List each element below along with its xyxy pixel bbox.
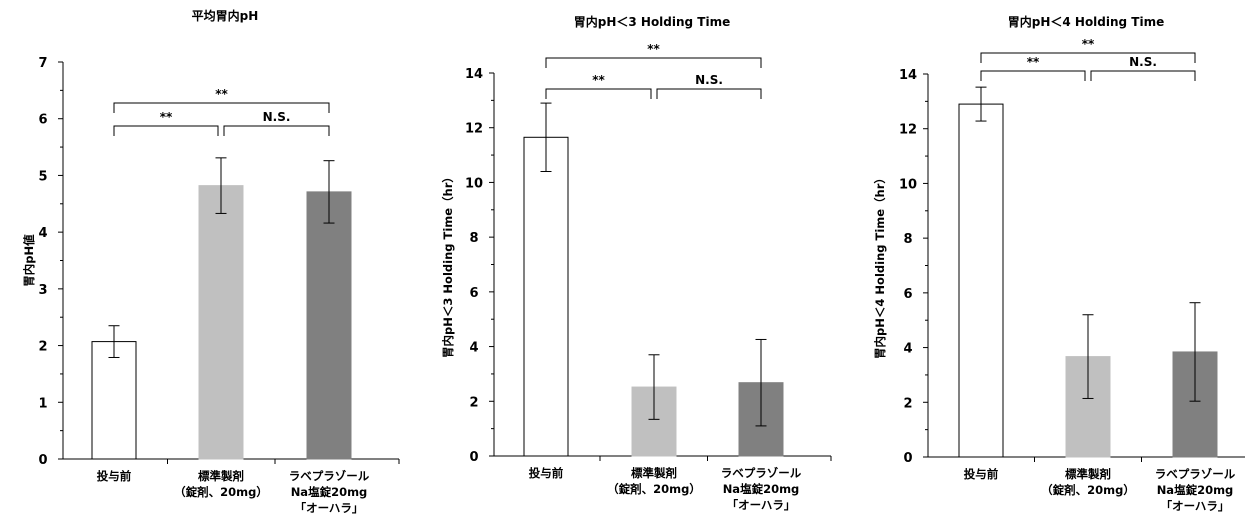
category-label-3: Na塩錠20mg — [291, 485, 368, 499]
category-label-3: ラベプラゾール — [1155, 467, 1236, 481]
y-tick-label: 0 — [903, 451, 912, 466]
y-axis-label: 胃内pH値 — [22, 234, 36, 287]
category-label-3: ラベプラゾール — [289, 469, 370, 483]
y-tick-label: 6 — [469, 286, 478, 301]
significance-label: ** — [1082, 37, 1095, 51]
significance-bracket-2: N.S. — [656, 73, 762, 99]
bracket-line — [656, 88, 762, 99]
bracket-line — [980, 70, 1086, 81]
chart-title: 胃内pH＜3 Holding Time — [574, 14, 731, 29]
significance-label: ** — [1027, 55, 1040, 69]
y-tick-label: 5 — [38, 169, 47, 184]
chart-title: 胃内pH＜4 Holding Time — [1008, 14, 1165, 29]
chart-panel-3: 胃内pH＜4 Holding Time 胃内pH＜4 Holding Time（h… — [873, 14, 1245, 513]
significance-bracket-1: ** — [980, 55, 1086, 81]
y-tick-label: 2 — [469, 395, 478, 410]
y-axis-label: 胃内pH＜4 Holding Time（hr） — [873, 172, 887, 359]
y-tick-label: 4 — [469, 341, 478, 356]
significance-label: ** — [592, 73, 605, 87]
chart-title: 平均胃内pH — [192, 8, 259, 23]
significance-label: N.S. — [695, 73, 723, 87]
y-tick-label: 1 — [38, 396, 47, 411]
bracket-line — [113, 102, 330, 113]
y-tick-label: 10 — [899, 177, 917, 192]
y-tick-label: 6 — [38, 113, 47, 128]
bar-3 — [306, 191, 352, 460]
chart-panel-1: 平均胃内pH 胃内pH値 0 1 2 3 4 5 6 7 投与前 標準製剤 （錠剤、20mg） ラベプラゾ… — [22, 8, 400, 515]
y-tick-label: 8 — [469, 231, 478, 246]
significance-bracket-1: ** — [113, 110, 219, 136]
y-tick-label: 14 — [465, 67, 483, 82]
category-label-3: Na塩錠20mg — [723, 482, 800, 496]
bracket-line — [545, 57, 762, 68]
y-axis-label: 胃内pH＜3 Holding Time（hr） — [441, 171, 455, 358]
y-tick-label: 14 — [899, 68, 917, 83]
category-label-2: 標準製剤 — [1065, 467, 1111, 481]
significance-bracket-3: ** — [113, 87, 330, 113]
category-label-1: 投与前 — [529, 466, 564, 480]
y-tick-label: 6 — [903, 287, 912, 302]
significance-bracket-3: ** — [545, 42, 762, 68]
category-label-3: 「オーハラ」 — [295, 501, 364, 515]
significance-label: ** — [647, 42, 660, 56]
category-label-2: 標準製剤 — [631, 466, 677, 480]
y-tick-label: 4 — [38, 226, 47, 241]
category-label-1: 投与前 — [97, 469, 132, 483]
significance-bracket-2: N.S. — [223, 110, 330, 136]
category-label-2: 標準製剤 — [198, 469, 244, 483]
y-tick-label: 2 — [38, 340, 47, 355]
bar-2 — [198, 185, 244, 460]
category-label-3: 「オーハラ」 — [1161, 499, 1230, 513]
bar-1 — [958, 103, 1004, 458]
y-tick-label: 12 — [899, 123, 917, 138]
significance-bracket-3: ** — [980, 37, 1196, 63]
y-tick-label: 0 — [469, 450, 478, 465]
y-tick-label: 4 — [903, 342, 912, 357]
bracket-line — [980, 52, 1196, 63]
category-label-3: 「オーハラ」 — [727, 498, 796, 512]
chart-panel-2: 胃内pH＜3 Holding Time 胃内pH＜3 Holding Time（h… — [441, 14, 832, 512]
significance-bracket-1: ** — [545, 73, 652, 99]
category-label-1: 投与前 — [964, 467, 999, 481]
significance-bracket-2: N.S. — [1090, 55, 1196, 81]
y-tick-label: 3 — [38, 283, 47, 298]
significance-label: N.S. — [1129, 55, 1157, 69]
bar-2 — [631, 386, 677, 457]
y-tick-label: 10 — [465, 176, 483, 191]
bracket-line — [113, 125, 219, 136]
y-tick-label: 0 — [38, 453, 47, 468]
category-label-2: （錠剤、20mg） — [1041, 483, 1135, 497]
category-label-3: Na塩錠20mg — [1157, 483, 1234, 497]
y-tick-label: 7 — [38, 56, 47, 71]
category-label-2: （錠剤、20mg） — [174, 485, 268, 499]
bracket-line — [1090, 70, 1196, 81]
significance-label: ** — [215, 87, 228, 101]
category-label-3: ラベプラゾール — [721, 466, 802, 480]
bracket-line — [223, 125, 330, 136]
bracket-line — [545, 88, 652, 99]
y-tick-label: 2 — [903, 396, 912, 411]
bar-1 — [91, 341, 137, 460]
category-label-2: （錠剤、20mg） — [607, 482, 701, 496]
y-tick-label: 12 — [465, 122, 483, 137]
significance-label: ** — [160, 110, 173, 124]
bar-1 — [523, 136, 569, 457]
y-tick-label: 8 — [903, 232, 912, 247]
significance-label: N.S. — [263, 110, 291, 124]
